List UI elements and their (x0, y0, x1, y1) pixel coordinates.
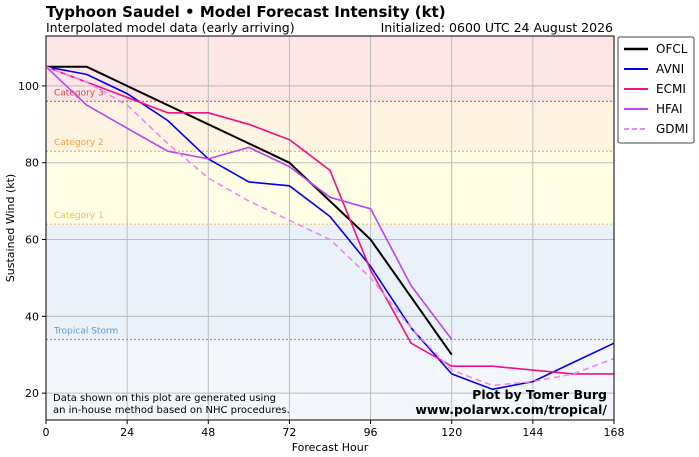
legend-label-ofcl: OFCL (656, 42, 688, 56)
legend-label-ecmi: ECMI (656, 82, 686, 96)
legend: OFCL AVNI ECMI HFAI GDMI (617, 36, 695, 144)
x-tick-label: 96 (364, 426, 378, 439)
legend-box (617, 36, 695, 144)
series-line-ecmi (45, 65, 614, 375)
y-tick-label: 80 (25, 157, 39, 170)
initialized-time: Initialized: 0600 UTC 24 August 2026 (380, 20, 613, 35)
chart-subtitle: Interpolated model data (early arriving) (46, 20, 295, 35)
category-label-category-2: Category 2 (54, 138, 104, 148)
series-line-hfai (45, 66, 453, 340)
x-tick-label: 0 (43, 426, 50, 439)
credit-line-2: www.polarwx.com/tropical/ (415, 402, 607, 417)
plot-frame (45, 35, 615, 421)
x-tick-label: 120 (441, 426, 462, 439)
band-category-1 (46, 151, 614, 225)
series-line-ofcl (46, 65, 453, 356)
band-category-3 (46, 36, 614, 102)
credit-line-1: Plot by Tomer Burg (472, 387, 607, 402)
series-lines (45, 65, 615, 391)
disclaimer-line-2: an in-house method based on NHC procedur… (53, 405, 290, 416)
y-tick-label: 100 (18, 80, 39, 93)
category-label-tropical-storm: Tropical Storm (53, 326, 118, 336)
y-axis-label: Sustained Wind (kt) (4, 174, 17, 282)
disclaimer-line-1: Data shown on this plot are generated us… (53, 393, 276, 404)
category-label-category-1: Category 1 (54, 211, 104, 221)
legend-label-avni: AVNI (656, 62, 684, 76)
category-bands (46, 36, 614, 420)
x-tick-label: 48 (201, 426, 215, 439)
x-tick-label: 72 (282, 426, 296, 439)
band-category-2 (46, 101, 614, 152)
band-below-ts (46, 339, 614, 420)
y-tick-label: 60 (25, 234, 39, 247)
x-axis-ticks: 0 24 48 72 96 120 144 168 (43, 420, 625, 439)
y-tick-label: 40 (25, 310, 39, 323)
x-axis-label: Forecast Hour (292, 441, 369, 454)
y-tick-label: 20 (25, 387, 39, 400)
x-tick-label: 24 (120, 426, 134, 439)
legend-label-gdmi: GDMI (656, 122, 688, 136)
category-label-category-3: Category 3 (54, 88, 104, 98)
category-labels: Tropical Storm Category 1 Category 2 Catego… (46, 88, 614, 340)
x-tick-label: 168 (604, 426, 625, 439)
x-tick-label: 144 (522, 426, 543, 439)
chart-title: Typhoon Saudel • Model Forecast Intensit… (46, 3, 446, 21)
y-axis-ticks: 20 40 60 80 100 (18, 80, 46, 400)
legend-label-hfai: HFAI (656, 102, 683, 116)
series-line-gdmi (45, 65, 615, 387)
band-tropical-storm (46, 224, 614, 340)
